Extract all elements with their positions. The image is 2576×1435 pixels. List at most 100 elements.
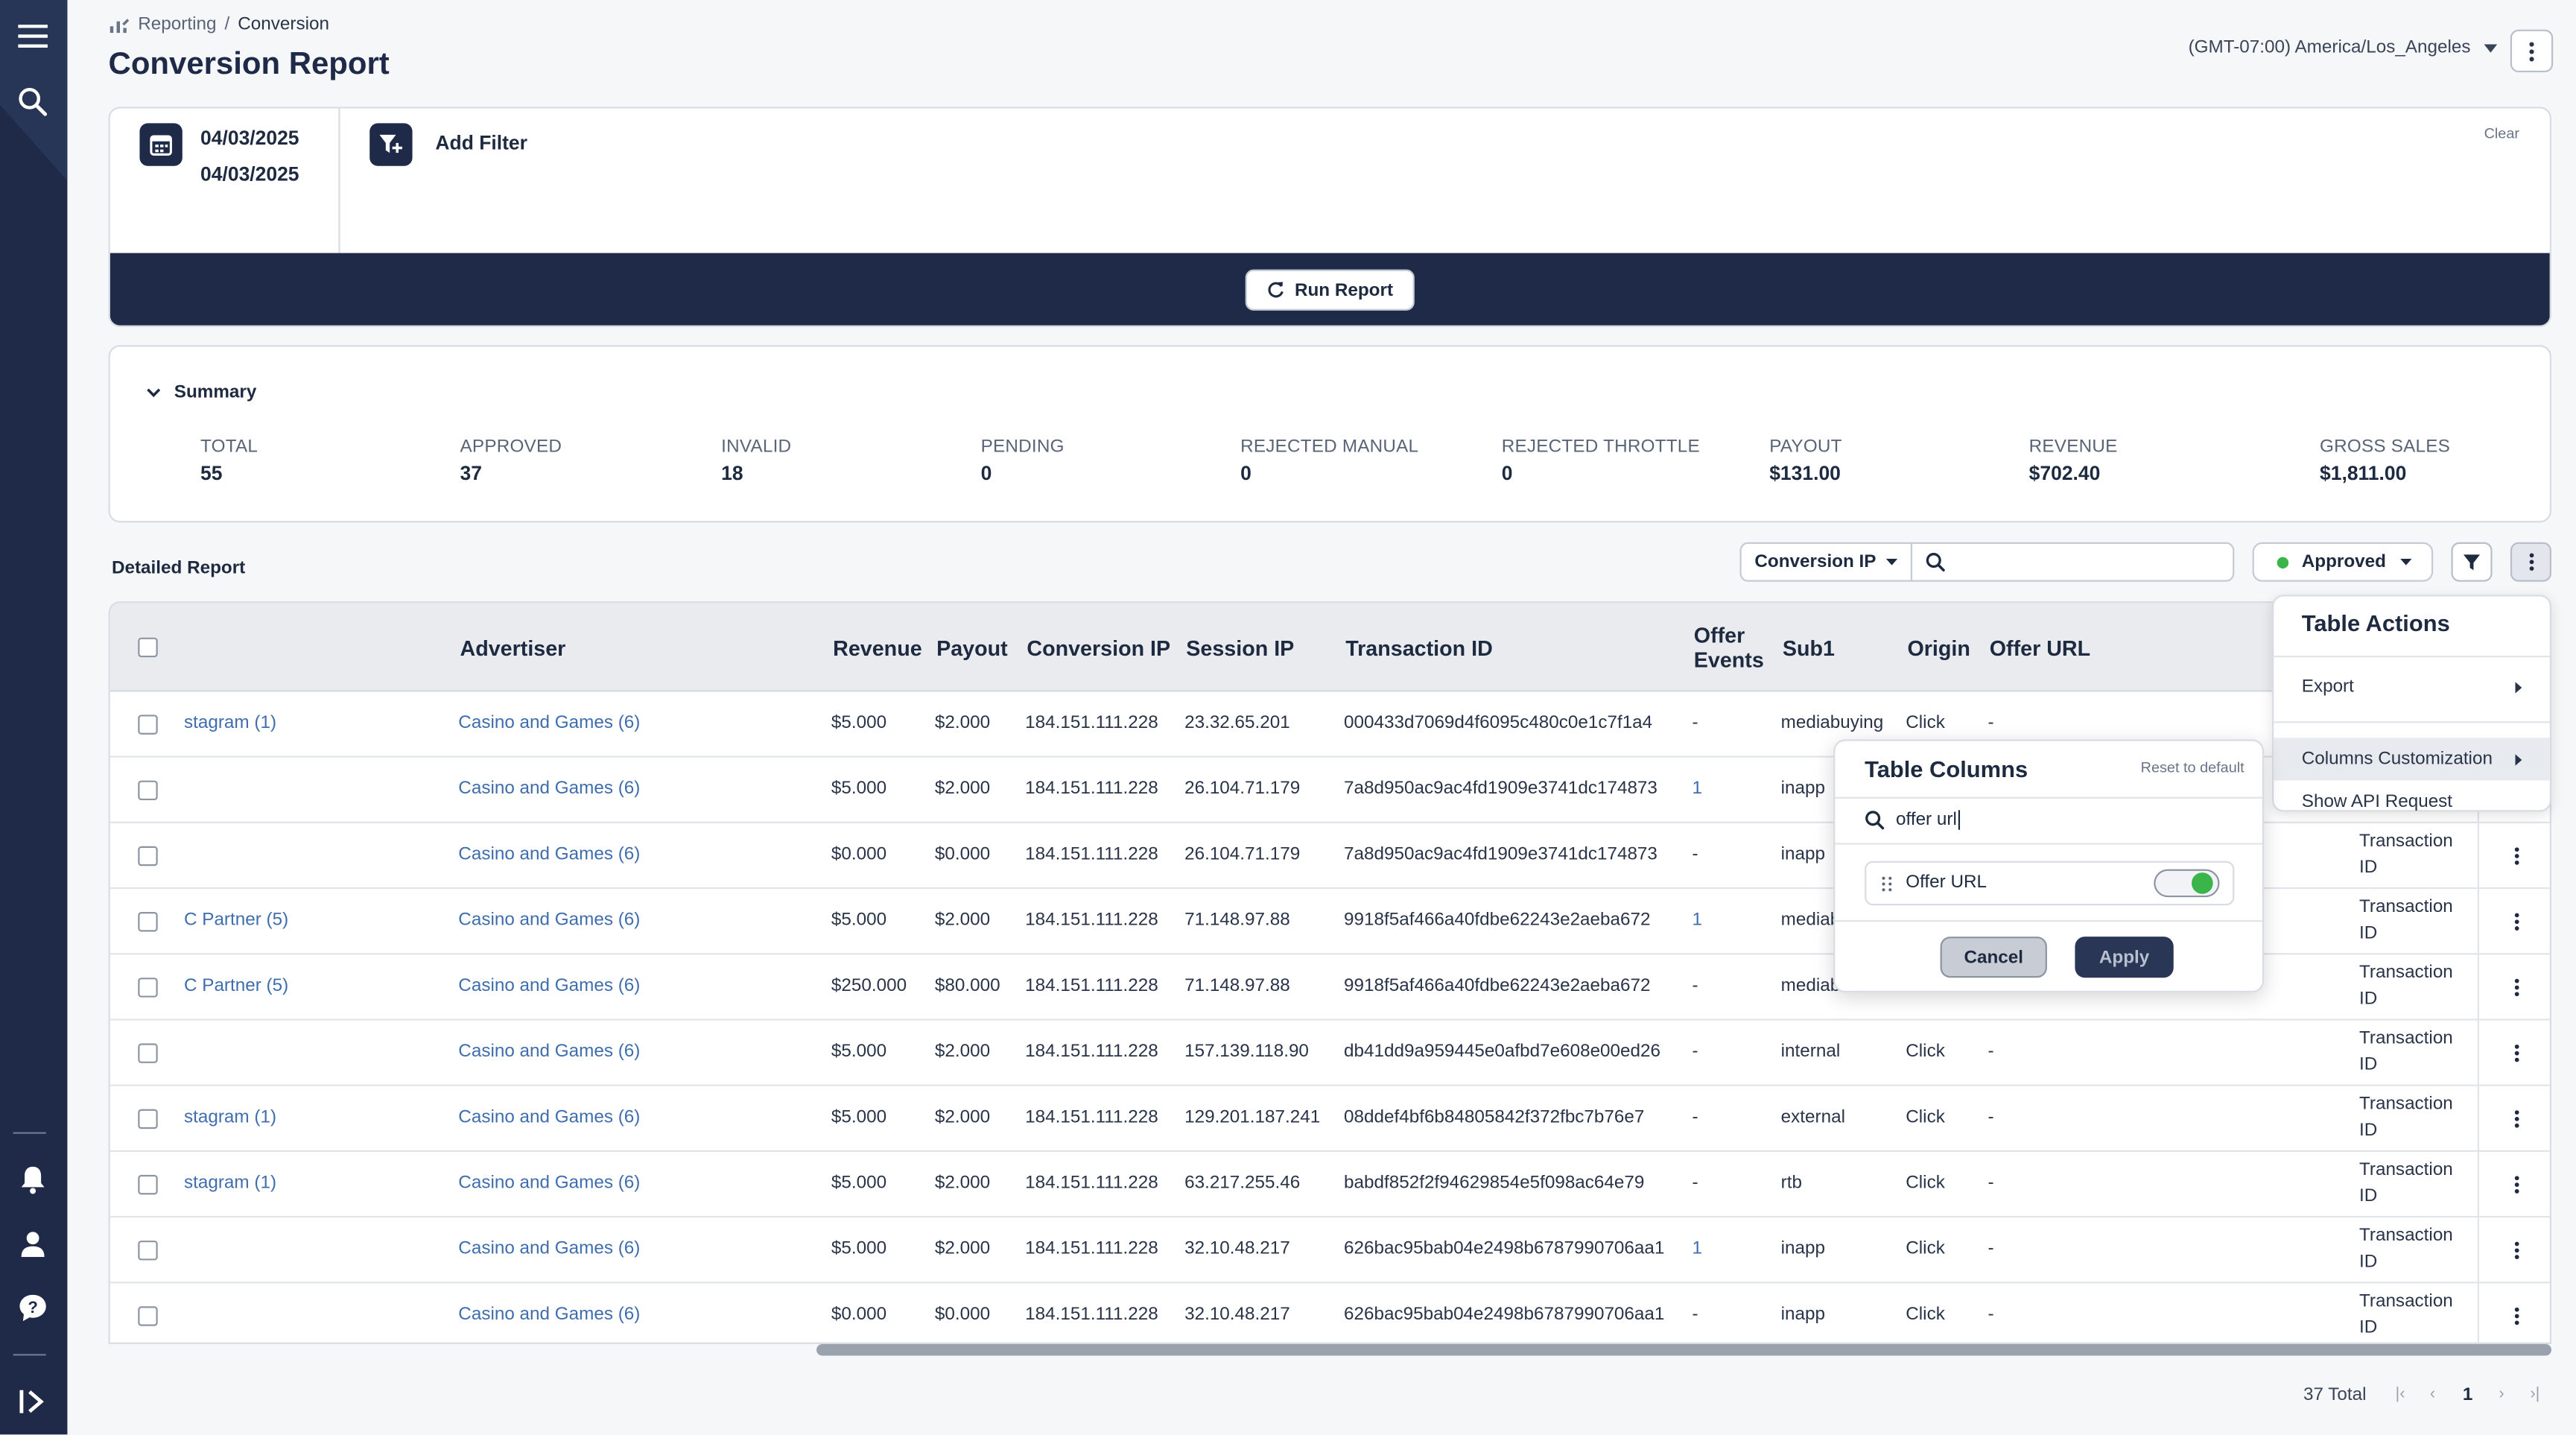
- page-kebab-menu-button[interactable]: [2510, 29, 2554, 73]
- bell-icon[interactable]: [13, 1160, 53, 1200]
- user-icon[interactable]: [13, 1224, 53, 1264]
- column-filter-button[interactable]: [2451, 542, 2493, 582]
- cell-advertiser[interactable]: Casino and Games (6): [458, 1042, 641, 1062]
- row-checkbox[interactable]: [138, 1109, 158, 1130]
- row-actions-button[interactable]: [2509, 1239, 2525, 1262]
- col-offer-url[interactable]: Offer URL: [1989, 636, 2091, 661]
- expand-sidebar-icon[interactable]: [13, 1382, 53, 1422]
- col-sub1[interactable]: Sub1: [1782, 636, 1835, 661]
- column-visibility-toggle[interactable]: [2154, 869, 2220, 898]
- row-actions-button[interactable]: [2509, 976, 2525, 999]
- horizontal-scrollbar[interactable]: [816, 1344, 2551, 1356]
- row-actions-button[interactable]: [2509, 1107, 2525, 1130]
- cell-offer-events[interactable]: 1: [1692, 910, 1703, 931]
- date-start[interactable]: 04/03/2025: [200, 126, 299, 150]
- calendar-icon: [150, 135, 172, 156]
- cell-sub1: mediabuying: [1780, 713, 1884, 733]
- drag-handle-icon[interactable]: [1881, 875, 1892, 892]
- cell-partner[interactable]: C Partner (5): [184, 976, 289, 996]
- cell-advertiser[interactable]: Casino and Games (6): [458, 844, 641, 865]
- apply-button[interactable]: Apply: [2075, 937, 2174, 978]
- next-page-icon[interactable]: ›: [2499, 1385, 2504, 1404]
- col-advertiser[interactable]: Advertiser: [460, 636, 566, 661]
- cell-revenue: $5.000: [831, 1042, 887, 1062]
- cell-advertiser[interactable]: Casino and Games (6): [458, 910, 641, 931]
- row-actions-button[interactable]: [2509, 1305, 2525, 1328]
- table-actions-button[interactable]: [2510, 542, 2551, 582]
- cell-advertiser[interactable]: Casino and Games (6): [458, 1173, 641, 1194]
- row-checkbox[interactable]: [138, 1306, 158, 1326]
- date-end[interactable]: 04/03/2025: [200, 162, 299, 186]
- cell-partner[interactable]: stagram (1): [184, 1173, 277, 1194]
- current-page[interactable]: 1: [2462, 1385, 2473, 1405]
- sidebar-divider: [13, 1132, 46, 1134]
- cell-partner[interactable]: C Partner (5): [184, 910, 289, 931]
- menu-item-show-api-request[interactable]: Show API Request: [2274, 781, 2550, 823]
- table-search-input[interactable]: [1910, 542, 2235, 582]
- help-chat-icon[interactable]: ?: [13, 1288, 53, 1328]
- row-actions-button[interactable]: [2509, 1173, 2525, 1197]
- clear-filters-link[interactable]: Clear: [2484, 124, 2520, 142]
- cell-advertiser[interactable]: Casino and Games (6): [458, 1305, 641, 1325]
- run-report-button[interactable]: Run Report: [1245, 269, 1415, 311]
- stat-value: 18: [721, 461, 743, 485]
- cell-offer-url: -: [1987, 1042, 1994, 1062]
- row-checkbox[interactable]: [138, 780, 158, 801]
- cell-advertiser[interactable]: Casino and Games (6): [458, 976, 641, 996]
- row-actions-button[interactable]: [2509, 910, 2525, 934]
- kebab-menu-icon: [2529, 41, 2534, 61]
- col-session-ip[interactable]: Session IP: [1186, 636, 1295, 661]
- col-origin[interactable]: Origin: [1907, 636, 1970, 661]
- cell-advertiser[interactable]: Casino and Games (6): [458, 779, 641, 799]
- add-filter-icon-button[interactable]: [369, 123, 413, 166]
- first-page-icon[interactable]: |‹: [2395, 1385, 2405, 1404]
- row-checkbox[interactable]: [138, 1174, 158, 1195]
- timezone-select[interactable]: (GMT-07:00) America/Los_Angeles: [2189, 38, 2497, 57]
- search-field-select[interactable]: Conversion IP: [1739, 542, 1913, 582]
- col-transaction-id[interactable]: Transaction ID: [1345, 636, 1493, 661]
- cell-advertiser[interactable]: Casino and Games (6): [458, 1238, 641, 1259]
- col-revenue[interactable]: Revenue: [833, 636, 922, 661]
- cancel-button[interactable]: Cancel: [1940, 937, 2047, 978]
- col-conversion-ip[interactable]: Conversion IP: [1027, 636, 1171, 661]
- row-checkbox[interactable]: [138, 1241, 158, 1261]
- calendar-button[interactable]: [139, 123, 183, 166]
- row-actions-button[interactable]: [2509, 1042, 2525, 1065]
- cell-partner[interactable]: stagram (1): [184, 713, 277, 733]
- cell-advertiser[interactable]: Casino and Games (6): [458, 1107, 641, 1127]
- cell-advertiser[interactable]: Casino and Games (6): [458, 713, 641, 733]
- table-columns-popover: Table Columns Reset to default offer url…: [1833, 739, 2265, 993]
- reset-to-default-link[interactable]: Reset to default: [2140, 758, 2245, 776]
- col-offer-events[interactable]: Offer Events: [1694, 623, 1764, 672]
- search-icon[interactable]: [13, 82, 53, 121]
- row-checkbox[interactable]: [138, 846, 158, 867]
- row-checkbox[interactable]: [138, 1043, 158, 1063]
- col-payout[interactable]: Payout: [936, 636, 1008, 661]
- cell-partner[interactable]: stagram (1): [184, 1107, 277, 1127]
- cell-conversion-ip: 184.151.111.228: [1025, 910, 1158, 931]
- column-search-input[interactable]: offer url: [1865, 810, 1961, 830]
- prev-page-icon[interactable]: ‹: [2429, 1385, 2436, 1404]
- cell-offer-events: -: [1692, 1107, 1698, 1127]
- status-filter-select[interactable]: Approved: [2252, 542, 2434, 582]
- last-page-icon[interactable]: ›|: [2530, 1385, 2540, 1404]
- row-checkbox[interactable]: [138, 978, 158, 998]
- menu-item-export[interactable]: Export: [2274, 665, 2550, 708]
- summary-toggle[interactable]: Summary: [146, 383, 256, 402]
- cell-origin: Click: [1906, 1238, 1945, 1259]
- breadcrumb-parent-link[interactable]: Reporting: [138, 14, 217, 35]
- column-item-offer-url[interactable]: Offer URL: [1865, 861, 2235, 906]
- row-checkbox[interactable]: [138, 715, 158, 735]
- pinned-column-divider: [2477, 1217, 2479, 1284]
- menu-icon[interactable]: [13, 16, 53, 56]
- cell-transaction-id: babdf852f2f94629854e5f098ac64e79: [1344, 1173, 1645, 1194]
- cell-offer-events[interactable]: 1: [1692, 779, 1703, 799]
- menu-item-columns-customization[interactable]: Columns Customization: [2274, 738, 2550, 781]
- select-all-checkbox[interactable]: [138, 637, 158, 658]
- row-actions-button[interactable]: [2509, 845, 2525, 868]
- row-checkbox[interactable]: [138, 911, 158, 932]
- cell-offer-events[interactable]: 1: [1692, 1238, 1703, 1259]
- breadcrumb-separator: /: [224, 14, 230, 35]
- stat-label: APPROVED: [460, 437, 562, 457]
- add-filter-button[interactable]: Add Filter: [435, 131, 527, 155]
